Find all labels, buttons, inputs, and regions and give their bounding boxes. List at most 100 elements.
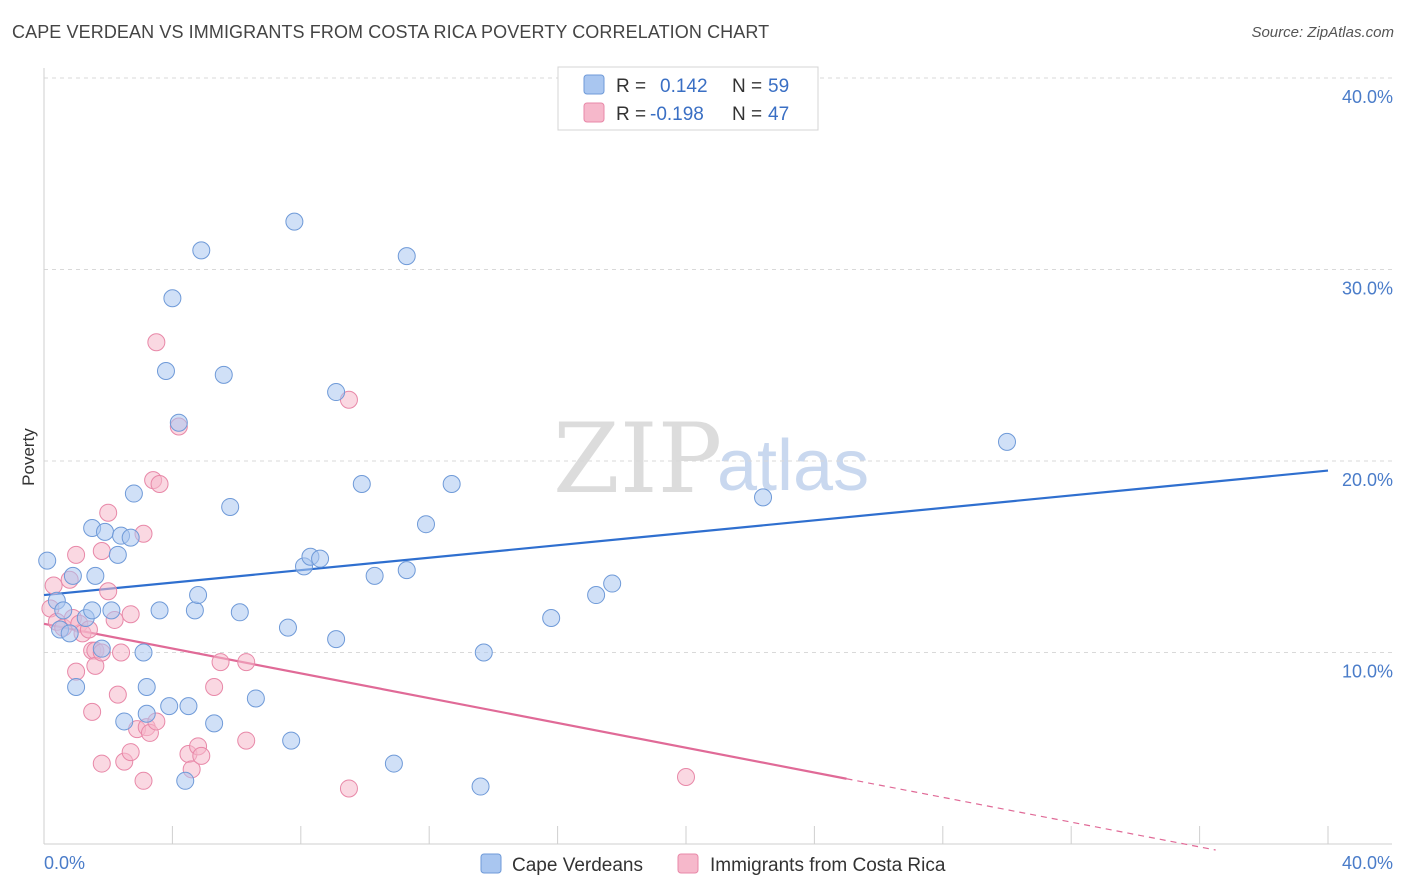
data-point-cape-verdean: [137, 704, 156, 723]
x-tick-label: 40.0%: [1342, 853, 1393, 873]
y-tick-label: 10.0%: [1342, 662, 1393, 682]
data-point-cape-verdean: [67, 677, 86, 696]
data-point-costa-rica: [205, 677, 224, 696]
data-point-cape-verdean: [365, 566, 384, 585]
data-point-cape-verdean: [108, 545, 127, 564]
data-point-cape-verdean: [121, 528, 140, 547]
data-point-cape-verdean: [63, 566, 82, 585]
data-point-cape-verdean: [124, 484, 143, 503]
data-point-cape-verdean: [542, 609, 561, 628]
data-point-cape-verdean: [471, 777, 490, 796]
legend-r-value-1: 0.142: [660, 76, 708, 97]
legend-r-label-1: R =: [616, 76, 646, 97]
legend-r-value-2: -0.198: [650, 104, 704, 125]
data-point-cape-verdean: [416, 515, 435, 534]
data-point-cape-verdean: [474, 643, 493, 662]
data-point-costa-rica: [99, 582, 118, 601]
data-point-costa-rica: [108, 685, 127, 704]
y-tick-label: 40.0%: [1342, 87, 1393, 107]
legend-n-label-1: N =: [732, 76, 762, 97]
series-legend: Cape Verdeans Immigrants from Costa Rica: [480, 853, 946, 876]
chart-title: CAPE VERDEAN VS IMMIGRANTS FROM COSTA RI…: [12, 22, 770, 42]
data-point-cape-verdean: [221, 497, 240, 516]
data-point-cape-verdean: [156, 361, 175, 380]
data-point-cape-verdean: [352, 474, 371, 493]
data-point-costa-rica: [67, 662, 86, 681]
data-point-cape-verdean: [189, 586, 208, 605]
trend-line-costa-rica-extrapolated: [846, 778, 1216, 851]
data-point-cape-verdean: [179, 697, 198, 716]
data-point-costa-rica: [147, 333, 166, 352]
data-point-cape-verdean: [150, 601, 169, 620]
data-point-cape-verdean: [176, 771, 195, 790]
data-point-costa-rica: [121, 743, 140, 762]
data-point-cape-verdean: [397, 247, 416, 266]
data-point-cape-verdean: [192, 241, 211, 260]
data-point-cape-verdean: [285, 212, 304, 231]
data-point-costa-rica: [677, 767, 695, 786]
legend-swatch-blue: [583, 74, 605, 95]
data-point-cape-verdean: [134, 643, 153, 662]
data-point-costa-rica: [121, 605, 140, 624]
trend-line-costa-rica: [43, 622, 847, 780]
legend-r-label-2: R =: [616, 104, 646, 125]
series-cape-verdean-points: [38, 212, 1016, 796]
data-point-cape-verdean: [205, 714, 224, 733]
axis-ticks: 10.0% 20.0% 30.0% 40.0% 0.0% 40.0%: [44, 87, 1393, 873]
watermark-atlas: atlas: [717, 426, 869, 506]
data-point-cape-verdean: [327, 383, 346, 402]
legend-n-label-2: N =: [732, 104, 762, 125]
gridlines: [44, 77, 1392, 653]
watermark-zip: ZIP: [553, 403, 722, 515]
trend-lines: [43, 469, 1329, 851]
x-tick-label: 0.0%: [44, 853, 85, 873]
data-point-cape-verdean: [163, 289, 182, 308]
data-point-cape-verdean: [214, 365, 233, 384]
bottom-legend-swatch-pink: [677, 853, 699, 874]
data-point-cape-verdean: [83, 601, 102, 620]
data-point-costa-rica: [99, 503, 118, 522]
data-point-cape-verdean: [397, 561, 416, 580]
data-point-cape-verdean: [95, 522, 114, 541]
data-point-cape-verdean: [384, 754, 403, 773]
data-point-cape-verdean: [160, 697, 179, 716]
data-point-cape-verdean: [185, 601, 204, 620]
data-point-cape-verdean: [92, 639, 111, 658]
y-axis-label: Poverty: [19, 428, 38, 486]
data-point-cape-verdean: [311, 549, 330, 568]
data-point-cape-verdean: [86, 566, 105, 585]
data-point-cape-verdean: [230, 603, 249, 622]
data-point-cape-verdean: [54, 601, 73, 620]
data-point-cape-verdean: [327, 630, 346, 649]
data-point-costa-rica: [67, 545, 86, 564]
bottom-legend-swatch-blue: [480, 853, 502, 874]
data-point-costa-rica: [237, 731, 256, 750]
data-point-cape-verdean: [278, 618, 297, 637]
data-point-costa-rica: [44, 576, 63, 595]
data-point-costa-rica: [192, 746, 211, 765]
legend-n-value-1: 59: [768, 76, 789, 97]
source-label: Source: ZipAtlas.com: [1251, 24, 1394, 41]
data-point-cape-verdean: [754, 488, 773, 507]
data-point-cape-verdean: [587, 586, 606, 605]
data-point-costa-rica: [237, 653, 256, 672]
data-point-costa-rica: [92, 754, 111, 773]
data-point-cape-verdean: [115, 712, 134, 731]
axes: [43, 68, 1392, 845]
data-point-cape-verdean: [998, 432, 1016, 451]
data-point-costa-rica: [112, 643, 131, 662]
data-point-cape-verdean: [137, 677, 156, 696]
y-tick-label: 20.0%: [1342, 470, 1393, 490]
data-point-cape-verdean: [282, 731, 301, 750]
legend-swatch-pink: [583, 102, 605, 123]
correlation-legend: R = 0.142 N = 59 R = -0.198 N = 47: [557, 66, 819, 131]
trend-line-cape-verdean: [43, 469, 1329, 597]
data-point-costa-rica: [83, 702, 102, 721]
data-point-costa-rica: [134, 771, 153, 790]
data-point-cape-verdean: [60, 624, 79, 643]
data-point-cape-verdean: [169, 413, 188, 432]
data-point-cape-verdean: [38, 551, 57, 570]
data-point-costa-rica: [92, 542, 111, 561]
bottom-legend-label-blue: Cape Verdeans: [512, 855, 643, 876]
